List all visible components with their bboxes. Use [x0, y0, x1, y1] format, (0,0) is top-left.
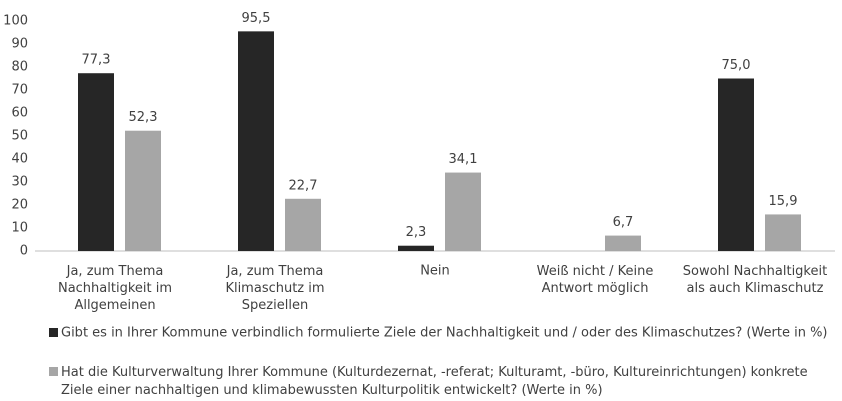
value-label: 22,7	[289, 178, 318, 193]
y-tick-label: 80	[11, 60, 28, 75]
legend-label: Gibt es in Ihrer Kommune verbindlich for…	[61, 326, 828, 341]
value-label: 34,1	[449, 152, 478, 167]
bar	[398, 245, 434, 251]
x-tick-label: Sowohl Nachhaltigkeit als auch Klimaschut…	[683, 264, 827, 296]
value-label: 75,0	[722, 58, 751, 73]
legend-swatch	[49, 328, 58, 337]
x-tick-label: Nein	[420, 264, 450, 279]
y-tick-label: 20	[11, 198, 28, 213]
value-label: 15,9	[769, 194, 798, 209]
bar	[765, 214, 801, 251]
value-label: 2,3	[406, 225, 427, 240]
y-tick-label: 10	[11, 221, 28, 236]
bar	[445, 172, 481, 251]
x-tick-label: Ja, zum Thema Klimaschutz im Speziellen	[225, 264, 324, 313]
bar	[285, 198, 321, 251]
x-tick-label: Weiß nicht / Keine Antwort möglich	[537, 264, 654, 296]
y-tick-label: 30	[11, 175, 28, 190]
bar	[605, 235, 641, 251]
y-tick-label: 70	[11, 83, 28, 98]
x-tick-label: Ja, zum Thema Nachhaltigkeit im Allgemeine…	[58, 264, 172, 313]
y-tick-label: 90	[11, 37, 28, 52]
legend-label: Hat die Kulturverwaltung Ihrer Kommune (…	[61, 365, 808, 398]
y-tick-label: 40	[11, 152, 28, 167]
value-label: 95,5	[242, 11, 271, 26]
bar	[238, 31, 274, 251]
value-label: 6,7	[613, 215, 634, 230]
y-tick-label: 50	[11, 129, 28, 144]
legend-swatch	[49, 367, 58, 376]
bar	[78, 73, 114, 252]
bar	[718, 78, 754, 251]
y-tick-label: 0	[20, 244, 28, 259]
value-label: 77,3	[82, 53, 111, 68]
value-label: 52,3	[129, 110, 158, 125]
bar	[125, 130, 161, 251]
y-tick-label: 100	[3, 14, 28, 29]
y-tick-label: 60	[11, 106, 28, 121]
